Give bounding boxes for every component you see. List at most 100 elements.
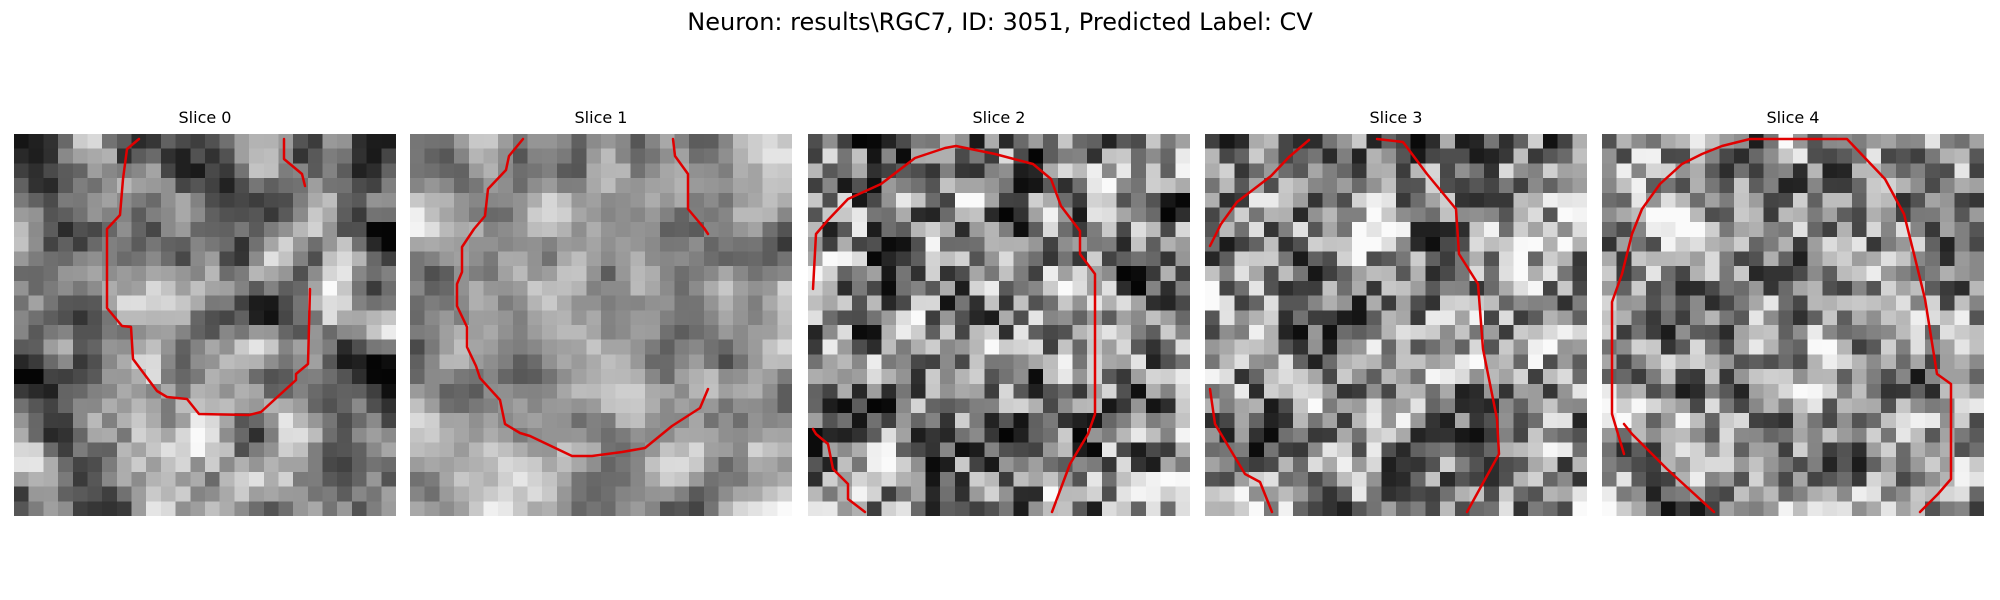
pixel [1396,471,1412,488]
pixel [1160,354,1176,370]
pixel [1131,427,1147,444]
pixel [1307,192,1324,209]
pixel [14,148,30,164]
pixel [674,398,690,414]
pixel [1013,413,1029,429]
pixel [984,222,1000,238]
pixel [1631,178,1647,194]
pixel [1116,471,1132,488]
pixel [984,413,1000,429]
pixel [1205,471,1221,488]
pixel [1337,501,1353,516]
pixel [645,148,661,164]
pixel [969,251,985,267]
pixel [1425,134,1441,150]
pixel [14,134,30,150]
pixel [762,501,778,516]
pixel [263,471,280,488]
pixel [337,413,353,429]
pixel [219,413,235,429]
pixel [381,236,396,253]
pixel [866,148,883,164]
pixel [762,383,778,400]
pixel [1866,442,1882,458]
pixel [43,442,59,458]
pixel [1557,427,1573,444]
pixel [777,295,792,311]
pixel [1101,310,1118,326]
pixel [234,192,250,209]
pixel [366,383,382,400]
pixel [1881,427,1897,444]
pixel [1278,413,1294,429]
pixel [1278,354,1294,370]
pixel [1101,457,1118,473]
pixel [1101,471,1118,488]
pixel [351,442,368,458]
pixel [571,148,587,164]
pixel [1087,222,1103,238]
pixel [615,236,631,253]
pixel [1631,383,1647,400]
pixel [1690,207,1706,223]
pixel [1205,427,1221,444]
pixel [1660,398,1677,414]
pixel [527,354,543,370]
pixel [925,354,941,370]
pixel [659,325,676,341]
pixel [1498,163,1515,179]
pixel [1572,471,1587,488]
pixel [307,192,324,209]
pixel [1925,163,1941,179]
pixel [1675,134,1691,150]
pixel [87,486,103,502]
pixel [1072,369,1088,385]
pixel [146,383,162,400]
pixel [468,471,485,488]
pixel [439,134,455,150]
pixel [1249,192,1265,209]
pixel [1175,325,1190,341]
pixel [1969,427,1984,444]
pixel [160,442,177,458]
pixel [984,501,1000,516]
pixel [1145,148,1162,164]
pixel [160,266,177,282]
pixel [146,339,162,355]
pixel [1925,354,1941,370]
pixel [131,354,147,370]
pixel [1160,501,1176,516]
pixel [293,501,309,516]
pixel [1337,148,1353,164]
pixel [424,442,440,458]
pixel [1263,236,1280,253]
pixel [718,207,734,223]
pixel [293,442,309,458]
pixel [896,163,912,179]
pixel [866,501,883,516]
pixel [1660,178,1677,194]
pixel [28,192,44,209]
pixel [718,486,734,502]
pixel [483,413,499,429]
pixel [586,163,602,179]
pixel [116,471,133,488]
pixel [1219,413,1235,429]
pixel [1116,369,1132,385]
pixel [72,339,89,355]
pixel [1866,192,1882,209]
pixel [1087,178,1103,194]
contour-line-1 [1622,422,1716,514]
panel-title: Slice 0 [178,108,232,127]
pixel [703,369,720,385]
pixel [1249,222,1265,238]
pixel [1351,457,1368,473]
pixel [1616,280,1632,297]
pixel [571,486,587,502]
pixel [733,222,749,238]
pixel [999,369,1015,385]
pixel [278,280,294,297]
pixel [1837,427,1853,444]
pixel [278,383,294,400]
pixel [910,192,927,209]
